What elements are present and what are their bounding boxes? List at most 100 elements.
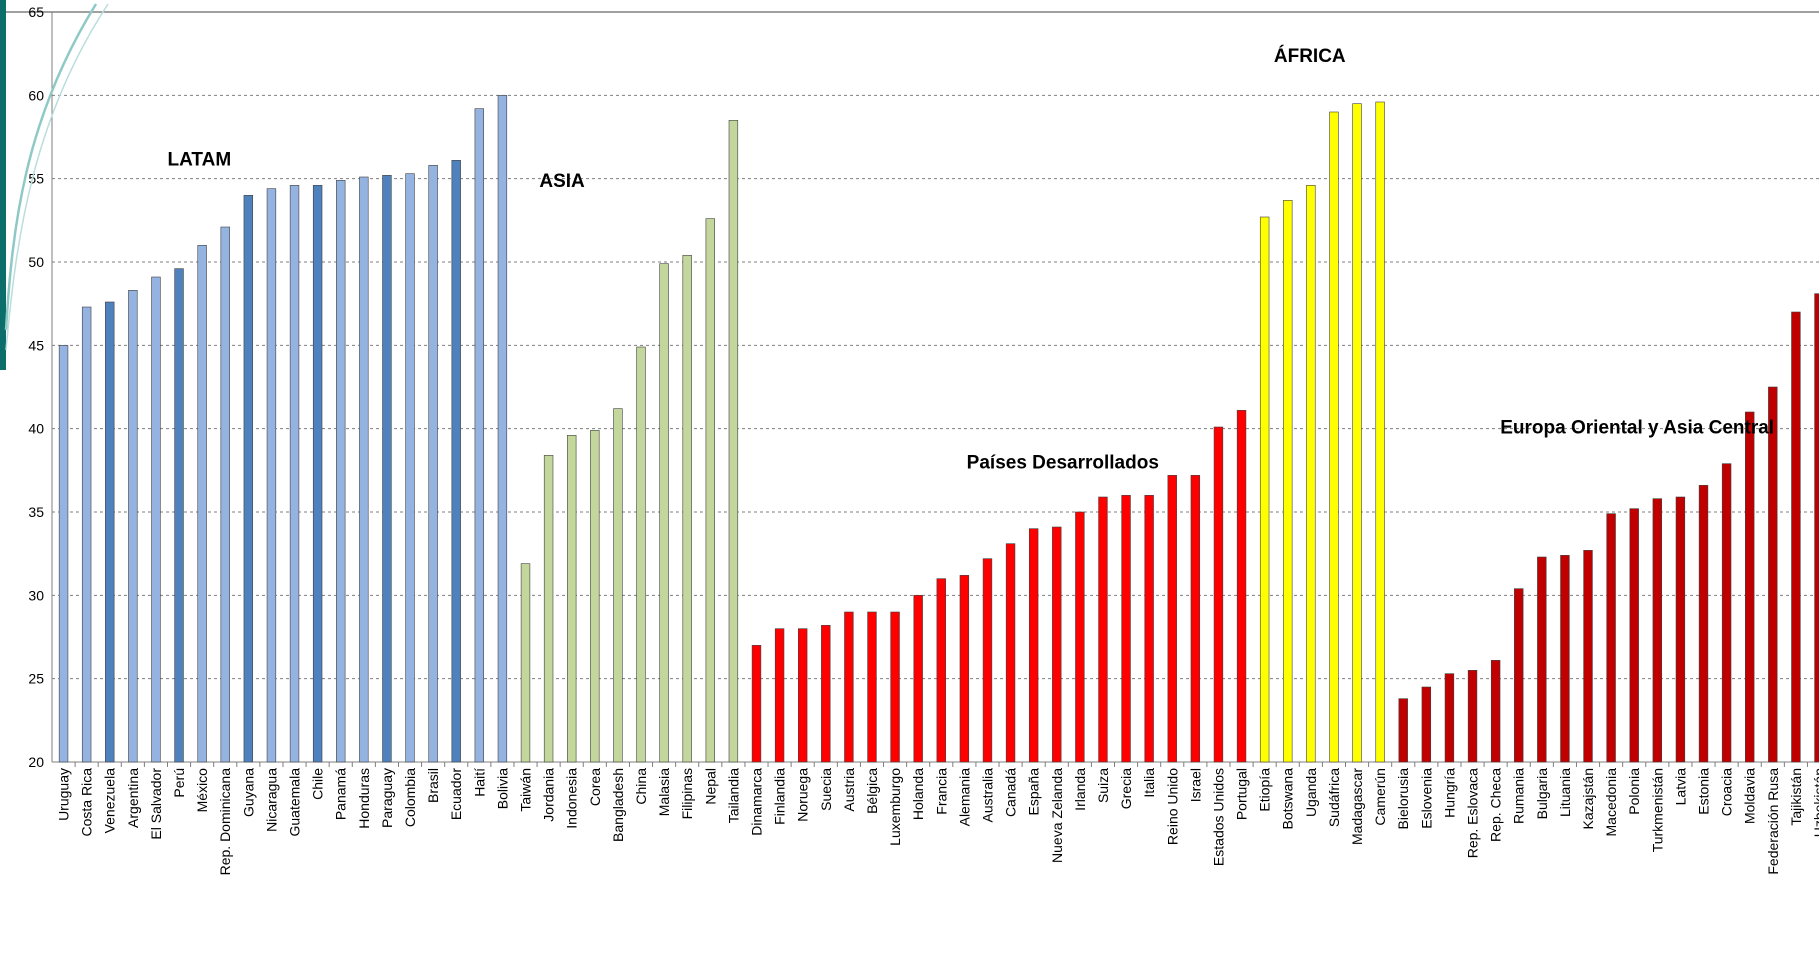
bar: [1768, 386, 1778, 763]
x-tick-label: Rep. Checa: [1488, 768, 1504, 842]
bar: [474, 108, 485, 763]
x-tick-label: Corea: [587, 768, 603, 806]
x-tick-label: Italia: [1141, 768, 1157, 798]
x-tick-label: Bangladesh: [610, 768, 626, 842]
bar: [266, 188, 277, 763]
x-tick-label: Indonesia: [564, 768, 580, 829]
x-tick-label: El Salvador: [148, 768, 164, 840]
bar: [728, 120, 739, 763]
x-tick-label: Suiza: [1095, 768, 1111, 803]
x-tick-label: Bolivia: [494, 768, 510, 809]
bar: [1352, 103, 1362, 763]
x-tick-label: Tailandia: [725, 768, 741, 823]
x-tick-label: Colombia: [402, 768, 418, 827]
y-tick-label: 30: [28, 587, 44, 603]
bar: [1490, 660, 1501, 763]
x-tick-label: Panamá: [333, 768, 349, 820]
bar: [451, 160, 461, 763]
y-tick-label: 60: [28, 87, 44, 103]
bar: [1028, 528, 1039, 763]
bar: [1283, 200, 1293, 763]
x-tick-label: Rumania: [1511, 768, 1527, 824]
bar: [982, 558, 993, 763]
bar: [1629, 508, 1639, 763]
bar: [151, 276, 161, 763]
x-tick-label: Botswana: [1280, 768, 1296, 830]
slide-accent-arc: [4, 3, 109, 351]
bar: [1421, 686, 1432, 763]
bar: [1098, 496, 1108, 763]
x-tick-label: Rep. Eslovaca: [1465, 768, 1481, 858]
bar: [844, 611, 854, 763]
bar: [1560, 555, 1570, 763]
bar: [1213, 426, 1224, 763]
x-tick-label: Rep. Dominicana: [217, 768, 233, 876]
x-tick-label: Filipinas: [679, 768, 695, 819]
bar: [197, 245, 207, 763]
bar: [1583, 550, 1593, 763]
bar: [359, 176, 369, 763]
bar: [1791, 311, 1801, 763]
bar: [220, 226, 230, 763]
x-tick-label: Ecuador: [448, 768, 464, 820]
x-tick-label: Finlandia: [772, 768, 788, 825]
x-tick-label: Argentina: [125, 768, 141, 828]
x-tick-label: Federación Rusa: [1765, 768, 1781, 875]
x-tick-label: Paraguay: [379, 768, 395, 828]
x-tick-label: Brasil: [425, 768, 441, 803]
bar: [1005, 543, 1016, 763]
x-tick-label: Lituania: [1557, 768, 1573, 817]
bar: [243, 195, 254, 763]
bar: [1236, 410, 1247, 763]
x-tick-label: Etiopía: [1257, 768, 1273, 812]
x-tick-label: Uruguay: [56, 768, 72, 821]
bar: [1052, 526, 1062, 763]
bar: [1745, 411, 1755, 763]
y-tick-label: 20: [28, 754, 44, 770]
y-tick-label: 50: [28, 254, 44, 270]
bar: [705, 218, 715, 763]
bar: [751, 645, 762, 763]
bar: [1075, 511, 1085, 763]
x-tick-label: Estados Unidos: [1210, 768, 1226, 866]
x-tick-label: Taiwán: [518, 768, 534, 812]
x-tick-label: Holanda: [910, 768, 926, 820]
x-tick-label: Bielorusia: [1395, 768, 1411, 830]
x-tick-label: Suecia: [818, 768, 834, 811]
group-annotation: Países Desarrollados: [967, 453, 1159, 474]
group-annotation: Europa Oriental y Asia Central: [1500, 418, 1774, 439]
x-tick-label: Tajikistán: [1788, 768, 1804, 826]
bar: [1652, 498, 1663, 763]
x-tick-label: Portugal: [1234, 768, 1250, 820]
x-tick-label: Honduras: [356, 768, 372, 829]
bar: [81, 306, 92, 763]
bar: [1306, 185, 1316, 763]
slide-accent-bar: [0, 0, 6, 370]
bar: [1167, 475, 1177, 763]
x-tick-label: Bélgica: [864, 768, 880, 814]
bar: [774, 628, 785, 763]
x-tick-label: España: [1026, 768, 1042, 816]
x-tick-label: Sudáfrica: [1326, 768, 1342, 827]
bar: [1675, 496, 1686, 763]
x-tick-label: Haití: [471, 768, 487, 797]
bar: [890, 611, 900, 763]
x-tick-label: Madagascar: [1349, 768, 1365, 845]
group-annotation: ASIA: [539, 171, 585, 192]
bar: [174, 268, 184, 763]
x-tick-label: Latvia: [1672, 768, 1688, 806]
x-tick-label: Macedonia: [1603, 768, 1619, 837]
y-tick-label: 40: [28, 421, 44, 437]
bar: [312, 185, 323, 763]
bar: [1259, 216, 1270, 763]
bar: [58, 345, 69, 763]
x-tick-label: Camerún: [1372, 768, 1388, 826]
bar: [1375, 101, 1385, 763]
bar: [682, 255, 692, 763]
x-tick-label: Luxemburgo: [887, 768, 903, 846]
x-tick-label: Grecia: [1118, 768, 1134, 809]
bar: [867, 611, 877, 763]
bar: [1398, 698, 1408, 763]
bar: [1537, 556, 1547, 763]
